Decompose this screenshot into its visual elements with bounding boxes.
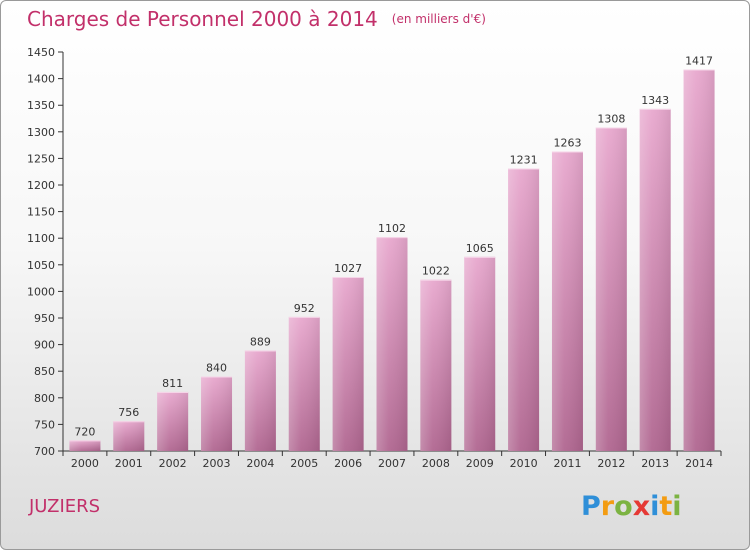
x-tick-label: 2007: [378, 457, 406, 470]
x-tick-label: 2002: [159, 457, 187, 470]
data-labels: 720 756 811 840 889 952 1027 1102 1022 1065 1231 12…: [74, 55, 713, 439]
x-tick-label: 2000: [71, 457, 99, 470]
chart-title-text: Charges de Personnel 2000 à 2014: [27, 7, 378, 31]
value-label: 756: [118, 406, 139, 419]
y-tick-label: 950: [34, 312, 55, 325]
x-tick-label: 2001: [115, 457, 143, 470]
bar-shine: [639, 108, 671, 451]
bar-shine: [288, 316, 320, 451]
x-tick-label: 2014: [685, 457, 713, 470]
logo-letter: i: [650, 491, 660, 522]
value-label: 811: [162, 377, 183, 390]
bar-shine: [595, 127, 627, 451]
x-axis: 2000 2001 2002 2003 2004 2005 2006 2007 2008 2009…: [62, 450, 722, 470]
y-tick-label: 1300: [27, 126, 55, 139]
value-label: 1263: [553, 136, 581, 149]
bar-2011: [551, 151, 583, 451]
bar-2013: [639, 108, 671, 451]
y-tick-label: 800: [34, 392, 55, 405]
logo-letter: P: [581, 491, 601, 522]
bar-shine: [113, 421, 145, 451]
bar-2014: [683, 69, 715, 451]
x-tick-label: 2012: [597, 457, 625, 470]
bar-2003: [201, 376, 233, 451]
value-label: 1065: [466, 242, 494, 255]
bar-shine: [420, 279, 452, 451]
logo-letter: i: [672, 491, 682, 522]
value-label: 1102: [378, 222, 406, 235]
bar-2002: [157, 391, 189, 451]
logo-letter: x: [632, 491, 651, 522]
x-tick-label: 2005: [290, 457, 318, 470]
bar-2001: [113, 421, 145, 451]
value-label: 952: [294, 302, 315, 315]
proxiti-logo: Proxiti: [581, 491, 682, 522]
x-tick-label: 2013: [641, 457, 669, 470]
logo-letter: o: [614, 491, 633, 522]
bar-2009: [464, 256, 496, 451]
logo-letter: t: [659, 491, 673, 522]
bar-shine: [332, 277, 364, 451]
bar-shine: [69, 440, 101, 451]
bar-shine: [551, 151, 583, 451]
y-tick-label: 1350: [27, 99, 55, 112]
bar-shine: [464, 256, 496, 451]
bar-shine: [376, 237, 408, 451]
bar-2006: [332, 277, 364, 451]
y-tick-label: 1400: [27, 73, 55, 86]
y-tick-label: 850: [34, 365, 55, 378]
bar-2005: [288, 316, 320, 451]
y-tick-label: 1000: [27, 285, 55, 298]
bar-2010: [508, 168, 540, 451]
bar-shine: [244, 350, 276, 451]
chart-subtitle: (en milliers d'€): [391, 12, 486, 26]
bar-2000: [69, 440, 101, 451]
bar-2008: [420, 279, 452, 451]
bar-shine: [201, 376, 233, 451]
y-tick-label: 1250: [27, 152, 55, 165]
bar-2007: [376, 237, 408, 451]
value-label: 1231: [510, 154, 538, 167]
bar-shine: [683, 69, 715, 451]
chart-title: Charges de Personnel 2000 à 2014 (en mill…: [27, 7, 486, 31]
y-tick-label: 1150: [27, 206, 55, 219]
y-tick-label: 1100: [27, 232, 55, 245]
x-tick-label: 2009: [466, 457, 494, 470]
value-label: 889: [250, 335, 271, 348]
x-tick-label: 2011: [553, 457, 581, 470]
x-tick-label: 2010: [510, 457, 538, 470]
city-name: JUZIERS: [29, 496, 101, 517]
y-tick-label: 900: [34, 339, 55, 352]
value-label: 1022: [422, 265, 450, 278]
value-label: 1027: [334, 262, 362, 275]
logo-letter: r: [600, 491, 615, 522]
y-tick-label: 1200: [27, 179, 55, 192]
y-tick-label: 1050: [27, 259, 55, 272]
x-tick-label: 2004: [246, 457, 274, 470]
bars: [69, 69, 715, 451]
value-label: 840: [206, 362, 227, 375]
y-axis: 700 750 800 850 900 950 1000 1050 1100 1150 1200 12…: [27, 46, 64, 458]
y-tick-label: 700: [34, 445, 55, 458]
bar-shine: [157, 391, 189, 451]
x-tick-label: 2008: [422, 457, 450, 470]
x-tick-label: 2006: [334, 457, 362, 470]
bar-shine: [508, 168, 540, 451]
bar-2012: [595, 127, 627, 451]
value-label: 1308: [597, 113, 625, 126]
y-tick-label: 750: [34, 418, 55, 431]
y-tick-label: 1450: [27, 46, 55, 59]
value-label: 720: [74, 425, 95, 438]
bar-2004: [244, 350, 276, 451]
x-tick-label: 2003: [203, 457, 231, 470]
value-label: 1343: [641, 94, 669, 107]
value-label: 1417: [685, 55, 713, 68]
